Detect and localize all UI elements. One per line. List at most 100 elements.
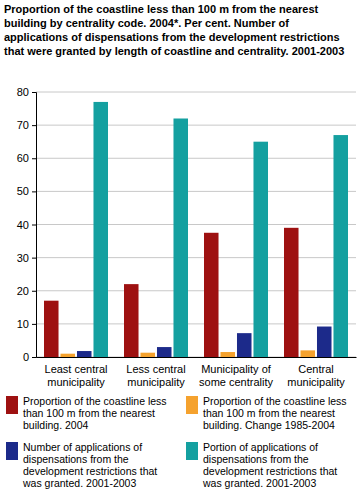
text-line: development restrictions that bbox=[23, 465, 157, 477]
text-line: Least central bbox=[45, 363, 108, 375]
y-axis: 0 10 20 30 40 50 60 70 80 bbox=[17, 86, 37, 363]
legend-swatch bbox=[186, 442, 198, 460]
bar bbox=[220, 352, 235, 357]
grid-line bbox=[36, 158, 356, 159]
text-line: was granted. 2001-2003 bbox=[202, 477, 316, 489]
y-tick-label: 0 bbox=[23, 351, 29, 363]
bar bbox=[173, 119, 188, 358]
bar bbox=[333, 135, 348, 357]
text-line: applications of dispensations from the d… bbox=[4, 31, 340, 43]
y-tick-mark bbox=[32, 291, 36, 292]
y-tick-mark bbox=[32, 258, 36, 259]
x-tick-label: Municipality ofsome centrality bbox=[199, 363, 273, 388]
legend-label: Proportion of the coastline lessthan 100… bbox=[23, 395, 167, 431]
text-line: Portion of applications of bbox=[203, 441, 318, 453]
legend: Proportion of the coastline lessthan 100… bbox=[6, 395, 347, 489]
legend-item: Proportion of the coastline lessthan 100… bbox=[186, 395, 347, 431]
text-line: municipality bbox=[127, 376, 185, 388]
text-line: than 100 m from the nearest bbox=[23, 407, 155, 419]
text-line: development restrictions that bbox=[203, 465, 337, 477]
legend-swatch bbox=[6, 396, 18, 414]
text-line: Central bbox=[298, 363, 333, 375]
y-tick: 80 bbox=[17, 86, 36, 98]
bar bbox=[77, 351, 92, 357]
bar bbox=[124, 284, 139, 357]
grid bbox=[36, 92, 356, 357]
grid-line bbox=[36, 257, 356, 258]
y-tick-mark bbox=[32, 191, 36, 192]
y-tick: 60 bbox=[17, 152, 36, 164]
text-line: dispensations from the bbox=[23, 453, 129, 465]
bar bbox=[204, 233, 219, 357]
x-tick-label: Least centralmunicipality bbox=[45, 363, 108, 388]
y-tick-label: 30 bbox=[17, 252, 29, 264]
text-line: Municipality of bbox=[201, 363, 272, 375]
text-line: Less central bbox=[126, 363, 185, 375]
text-line: Proportion of the coastline less bbox=[23, 395, 167, 407]
y-axis-line bbox=[32, 93, 37, 358]
y-tick: 40 bbox=[17, 219, 36, 231]
x-tick-label: Centralmunicipality bbox=[287, 363, 345, 388]
text-line: some centrality bbox=[199, 376, 273, 388]
text-line: was granted. 2001-2003 bbox=[22, 477, 136, 489]
y-tick-mark bbox=[32, 125, 36, 126]
legend-item: Number of applications ofdispensations f… bbox=[6, 441, 157, 489]
text-line: than 100 m from the nearest bbox=[203, 407, 335, 419]
legend-label: Proportion of the coastline lessthan 100… bbox=[203, 395, 347, 431]
x-tick: Less centralmunicipality bbox=[126, 357, 185, 388]
legend-label: Number of applications ofdispensations f… bbox=[22, 441, 157, 489]
plot: 01020304050607080Least centralmunicipali… bbox=[17, 86, 357, 388]
bar bbox=[300, 350, 315, 357]
text-line: municipality bbox=[287, 376, 345, 388]
legend-item: Portion of applications ofdispensations … bbox=[186, 441, 337, 489]
y-tick-label: 70 bbox=[17, 119, 29, 131]
text-line: Proportion of the coastline less bbox=[203, 395, 347, 407]
x-axis: Least centralmunicipalityLess centralmun… bbox=[37, 357, 357, 388]
y-tick-label: 60 bbox=[17, 152, 29, 164]
chart: Proportion of the coastline less than 10… bbox=[0, 0, 362, 497]
grid-line bbox=[36, 323, 356, 324]
bar bbox=[140, 353, 155, 357]
legend-item: Proportion of the coastline lessthan 100… bbox=[6, 395, 167, 431]
grid-line bbox=[36, 125, 356, 126]
grid-line bbox=[36, 191, 356, 192]
text-line: building. 2004 bbox=[23, 419, 89, 431]
y-tick-mark bbox=[32, 357, 36, 358]
legend-swatch bbox=[186, 396, 198, 414]
y-tick-label: 40 bbox=[17, 219, 29, 231]
x-tick: Centralmunicipality bbox=[287, 357, 345, 388]
text-line: Number of applications of bbox=[23, 441, 142, 453]
text-line: dispensations from the bbox=[203, 453, 309, 465]
y-tick: 0 bbox=[23, 351, 36, 363]
y-tick-mark bbox=[32, 225, 36, 226]
bar bbox=[253, 142, 268, 357]
y-tick-label: 50 bbox=[17, 185, 29, 197]
bar bbox=[44, 301, 59, 357]
bar bbox=[60, 354, 75, 357]
title: Proportion of the coastline less than 10… bbox=[4, 3, 344, 57]
x-tick: Municipality ofsome centrality bbox=[199, 357, 273, 388]
text-line: building. Change 1985-2004 bbox=[203, 419, 335, 431]
x-tick-label: Less centralmunicipality bbox=[126, 363, 185, 388]
y-tick-label: 10 bbox=[17, 318, 29, 330]
y-tick-label: 20 bbox=[17, 285, 29, 297]
bar bbox=[157, 347, 172, 357]
bars bbox=[44, 102, 348, 357]
bar bbox=[317, 327, 332, 357]
y-tick-mark bbox=[32, 158, 36, 159]
text-line: municipality bbox=[47, 376, 105, 388]
y-tick: 30 bbox=[17, 252, 36, 264]
grid-line bbox=[36, 290, 356, 291]
text-line: building by centrality code. 2004*. Per … bbox=[4, 17, 289, 29]
x-tick: Least centralmunicipality bbox=[45, 357, 108, 388]
y-tick: 50 bbox=[17, 185, 36, 197]
legend-label: Portion of applications ofdispensations … bbox=[202, 441, 337, 489]
y-tick: 20 bbox=[17, 285, 36, 297]
x-axis-line bbox=[37, 357, 357, 358]
bar bbox=[284, 228, 299, 357]
y-tick-mark bbox=[32, 324, 36, 325]
text-line: Proportion of the coastline less than 10… bbox=[4, 3, 319, 15]
legend-swatch bbox=[6, 442, 18, 460]
text-line: that were granted by length of coastline… bbox=[4, 45, 344, 57]
y-tick-mark bbox=[32, 92, 36, 93]
